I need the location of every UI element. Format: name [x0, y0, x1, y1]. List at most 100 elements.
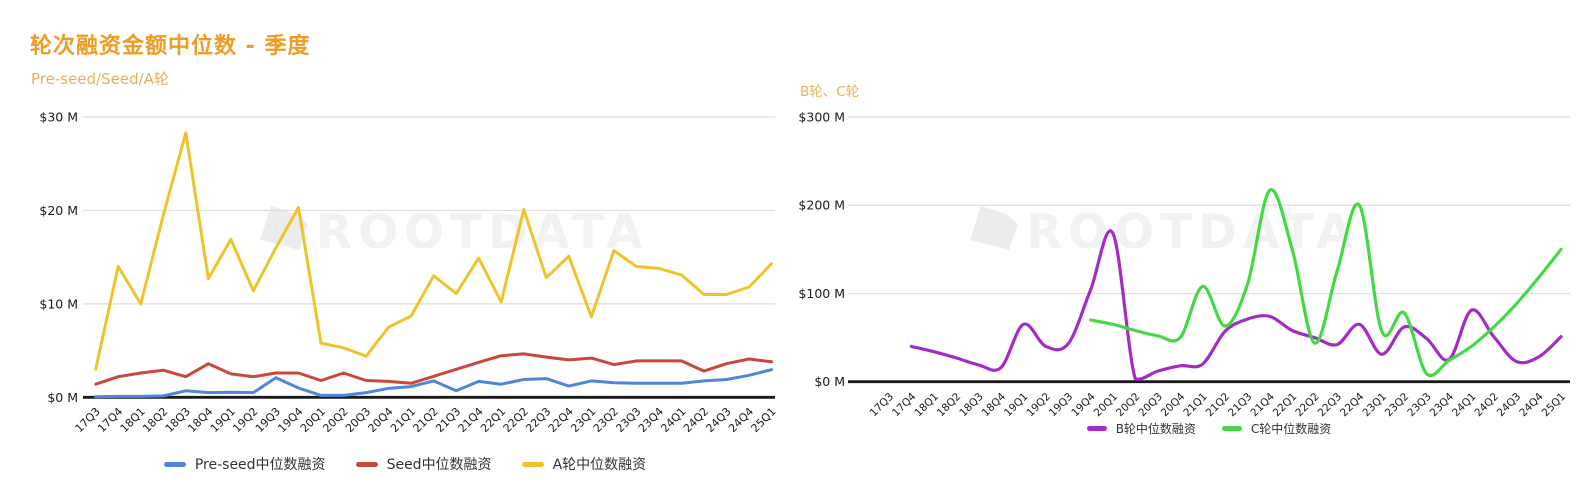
y-axis-tick-label: $200 M — [798, 198, 845, 213]
x-axis-tick-label: 20Q4 — [366, 405, 396, 435]
watermark-logo-icon — [995, 214, 1018, 250]
x-axis-tick-label: 23Q1 — [1360, 391, 1389, 420]
legend-item-series-0-chart-1[interactable]: B轮中位数融资 — [1086, 420, 1196, 437]
y-axis-tick-label: $100 M — [798, 286, 845, 301]
x-axis-tick-label: 18Q1 — [912, 391, 941, 420]
x-axis-tick-label: 25Q1 — [749, 405, 779, 435]
x-axis-tick-label: 23Q4 — [636, 405, 666, 435]
chart-1: ROOTDATA$0 M$100 M$200 M$300 M17Q317Q418… — [798, 110, 1570, 420]
x-axis-tick-label: 18Q3 — [957, 391, 986, 420]
x-axis-tick-label: 24Q3 — [703, 405, 733, 435]
x-axis-tick-label: 22Q1 — [1271, 391, 1300, 420]
x-axis-tick-label: 23Q3 — [613, 405, 643, 435]
x-axis-tick-label: 20Q1 — [1092, 391, 1121, 420]
x-axis-tick-label: 21Q2 — [1204, 391, 1233, 420]
x-axis-tick-label: 20Q3 — [343, 405, 373, 435]
x-axis-tick-label: 20Q3 — [1136, 391, 1165, 420]
x-axis-tick-label: 19Q2 — [230, 405, 260, 435]
x-axis-tick-label: 18Q2 — [140, 405, 170, 435]
legend-label: Seed中位数融资 — [386, 457, 492, 473]
x-axis-tick-label: 24Q4 — [1517, 390, 1546, 419]
legend-item-series-2-chart-0[interactable]: A轮中位数融资 — [521, 454, 647, 474]
legend-dash-icon — [1086, 426, 1107, 431]
line-series-2-chart-0[interactable] — [94, 131, 774, 371]
legend-item-series-0-chart-0[interactable]: Pre-seed中位数融资 — [163, 454, 326, 474]
legend-dash-icon — [163, 461, 186, 467]
y-axis-tick-label: $20 M — [39, 203, 78, 218]
x-axis-tick-label: 20Q1 — [298, 405, 328, 435]
x-axis-tick-label: 24Q1 — [1450, 391, 1479, 420]
x-axis-tick-label: 22Q3 — [523, 405, 553, 435]
y-axis-tick-label: $0 M — [47, 390, 78, 405]
x-axis-tick-label: 18Q3 — [163, 405, 193, 435]
legend-dash-icon — [521, 461, 544, 467]
x-axis-tick-label: 19Q1 — [208, 405, 238, 435]
watermark-text: ROOTDATA — [1026, 205, 1359, 260]
x-axis-tick-label: 18Q4 — [185, 405, 215, 435]
x-axis-tick-label: 23Q3 — [1405, 391, 1434, 420]
legend-dash-icon — [355, 461, 378, 467]
right-chart-subtitle: B轮、C轮 — [800, 84, 860, 100]
legend-dash-icon — [1221, 426, 1242, 431]
x-axis-tick-label: 21Q1 — [388, 405, 418, 435]
legend-item-series-1-chart-1[interactable]: C轮中位数融资 — [1221, 420, 1332, 437]
x-axis-tick-label: 24Q2 — [681, 405, 711, 435]
x-axis-tick-label: 24Q4 — [726, 405, 756, 435]
x-axis-tick-label: 21Q4 — [1248, 390, 1277, 419]
x-axis-tick-label: 19Q2 — [1024, 391, 1053, 420]
line-series-1-chart-1[interactable] — [1089, 188, 1563, 377]
page-title: 轮次融资金额中位数 - 季度 — [30, 34, 311, 59]
x-axis-tick-label: 24Q2 — [1472, 391, 1501, 420]
x-axis-tick-label: 18Q2 — [935, 391, 964, 420]
legend-label: B轮中位数融资 — [1115, 422, 1196, 436]
watermark-text: ROOTDATA — [316, 205, 649, 260]
x-axis-tick-label: 17Q4 — [95, 405, 125, 435]
x-axis-tick-label: 21Q4 — [456, 405, 486, 435]
x-axis-tick-label: 24Q1 — [658, 405, 688, 435]
x-axis-tick-label: 22Q3 — [1316, 391, 1345, 420]
x-axis-tick-label: 22Q2 — [1293, 391, 1322, 420]
x-axis-tick-label: 21Q1 — [1181, 391, 1210, 420]
x-axis-tick-label: 17Q3 — [868, 391, 897, 420]
x-axis-tick-label: 23Q1 — [568, 405, 598, 435]
legend-label: C轮中位数融资 — [1250, 422, 1332, 436]
x-axis-tick-label: 21Q3 — [1226, 391, 1255, 420]
x-axis-tick-label: 19Q3 — [253, 405, 283, 435]
x-axis-tick-label: 17Q4 — [890, 390, 919, 419]
x-axis-tick-label: 20Q2 — [1114, 391, 1143, 420]
line-series-0-chart-0[interactable] — [94, 368, 774, 399]
x-axis-tick-label: 21Q2 — [411, 405, 441, 435]
x-axis-tick-label: 22Q2 — [501, 405, 531, 435]
rootdata-watermark: ROOTDATA — [970, 205, 1359, 260]
x-axis-tick-label: 18Q1 — [118, 405, 148, 435]
x-axis-tick-label: 19Q4 — [275, 405, 305, 435]
chart-0: ROOTDATA$0 M$10 M$20 M$30 M17Q317Q418Q11… — [39, 110, 778, 436]
x-axis-tick-label: 21Q3 — [433, 405, 463, 435]
y-axis-tick-label: $300 M — [798, 110, 845, 125]
x-axis-tick-label: 22Q4 — [1338, 390, 1367, 419]
x-axis-tick-label: 23Q2 — [1383, 391, 1412, 420]
left-chart-legend: Pre-seed中位数融资 Seed中位数融资 A轮中位数融资 — [30, 454, 780, 474]
x-axis-tick-label: 25Q1 — [1540, 391, 1569, 420]
x-axis-tick-label: 19Q4 — [1069, 390, 1098, 419]
x-axis-tick-label: 24Q3 — [1495, 391, 1524, 420]
x-axis-tick-label: 20Q2 — [320, 405, 350, 435]
x-axis-tick-label: 22Q1 — [478, 405, 508, 435]
rootdata-watermark: ROOTDATA — [260, 205, 649, 260]
x-axis-tick-label: 23Q2 — [591, 405, 621, 435]
x-axis-tick-label: 18Q4 — [980, 390, 1009, 419]
left-chart-subtitle: Pre-seed/Seed/A轮 — [31, 70, 169, 88]
legend-label: Pre-seed中位数融资 — [194, 457, 326, 473]
x-axis-tick-label: 19Q3 — [1047, 391, 1076, 420]
x-axis-tick-label: 22Q4 — [546, 405, 576, 435]
line-series-1-chart-0[interactable] — [94, 352, 774, 386]
y-axis-tick-label: $10 M — [39, 296, 78, 311]
x-axis-tick-label: 19Q1 — [1002, 391, 1031, 420]
watermark-logo-icon — [970, 206, 1006, 246]
x-axis-tick-label: 23Q4 — [1428, 390, 1457, 419]
y-axis-tick-label: $0 M — [814, 374, 845, 389]
x-axis-tick-label: 17Q3 — [73, 405, 103, 435]
legend-item-series-1-chart-0[interactable]: Seed中位数融资 — [355, 454, 492, 474]
legend-label: A轮中位数融资 — [552, 457, 647, 473]
